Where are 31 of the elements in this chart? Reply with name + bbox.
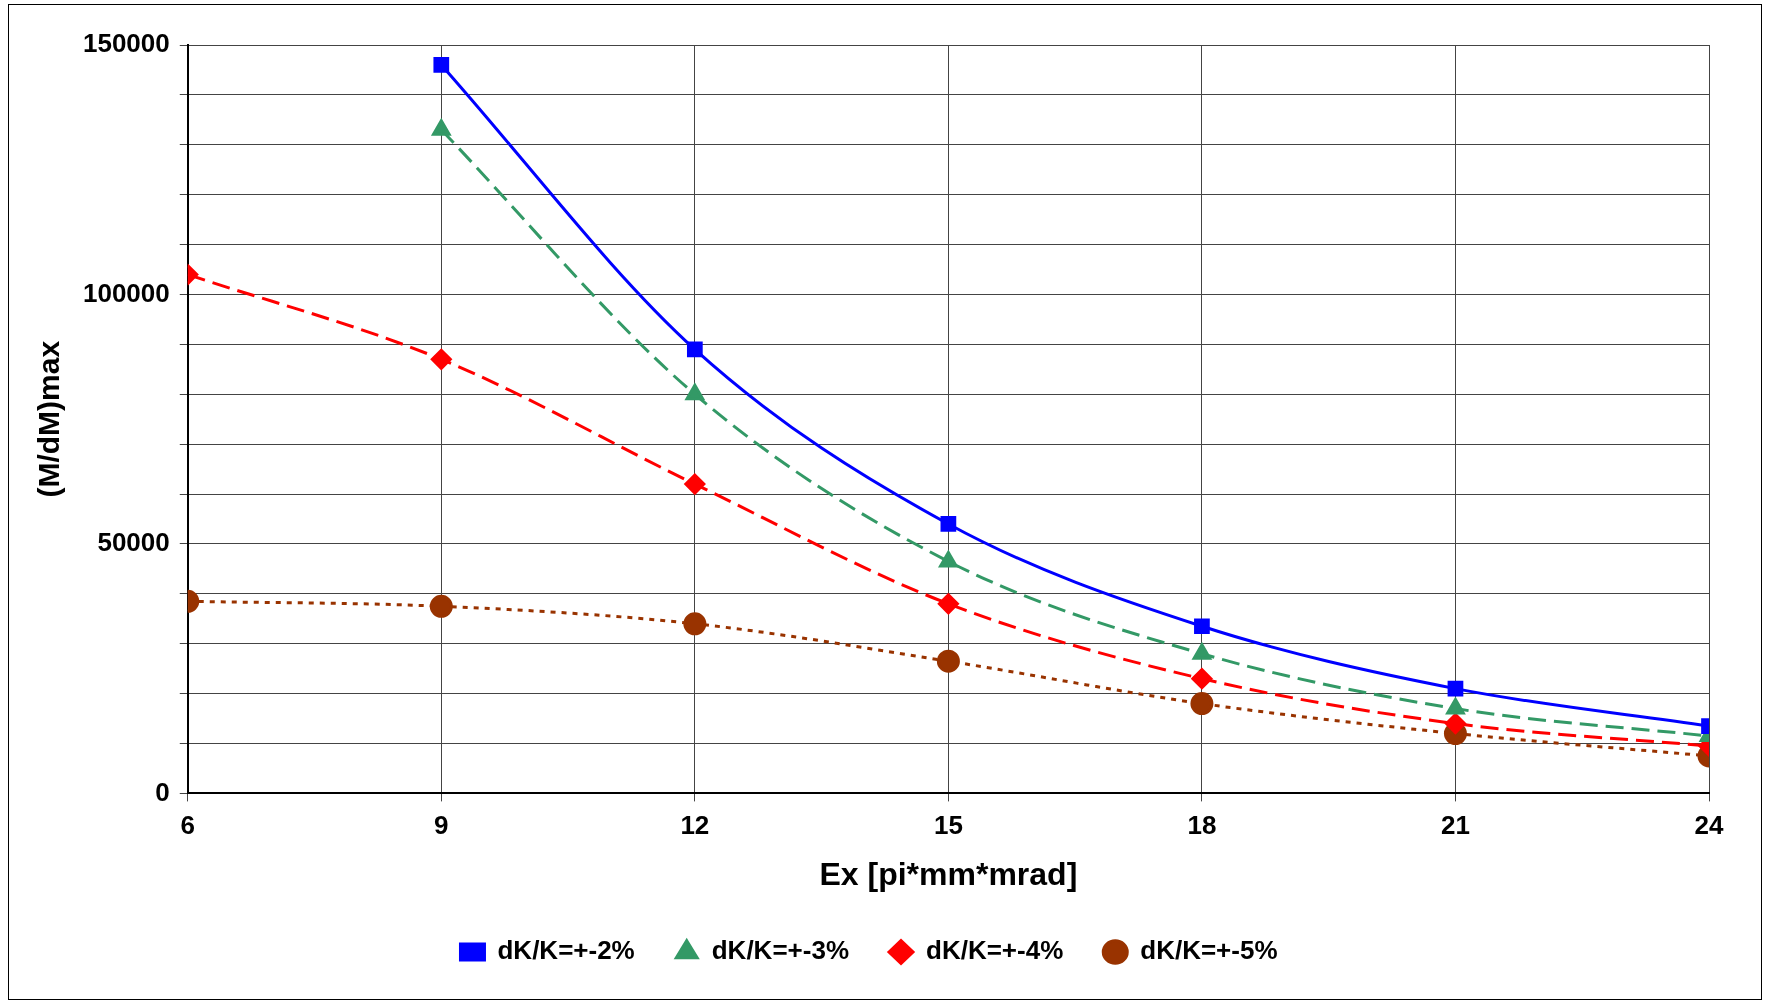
y-tick-label: 50000 bbox=[97, 527, 170, 558]
y-tick-label: 100000 bbox=[82, 277, 170, 308]
point bbox=[683, 612, 707, 636]
y-axis-title: (M/dM)max bbox=[32, 340, 66, 498]
y-tick-label: 0 bbox=[155, 776, 170, 807]
point bbox=[1191, 668, 1213, 690]
point bbox=[430, 348, 452, 370]
legend-label: dK/K=+-3% bbox=[711, 935, 849, 966]
point bbox=[937, 593, 959, 615]
x-tick-label: 21 bbox=[1441, 810, 1470, 841]
y-tick-label: 150000 bbox=[82, 28, 170, 59]
point bbox=[1444, 713, 1466, 735]
point bbox=[686, 341, 703, 358]
point bbox=[1194, 618, 1210, 635]
x-tick-label: 6 bbox=[180, 810, 195, 841]
point bbox=[429, 594, 453, 618]
legend-label: dK/K=+-5% bbox=[1140, 935, 1278, 966]
x-tick-label: 9 bbox=[434, 810, 449, 841]
x-tick-label: 15 bbox=[933, 810, 963, 841]
point bbox=[684, 473, 706, 495]
legend-label: dK/K=+-2% bbox=[497, 935, 635, 966]
legend-label: dK/K=+-4% bbox=[926, 935, 1064, 966]
point bbox=[936, 649, 960, 673]
point bbox=[433, 57, 450, 73]
point bbox=[1190, 692, 1214, 716]
x-tick-label: 12 bbox=[680, 810, 710, 841]
x-axis-title: Ex [pi*mm*mrad] bbox=[819, 855, 1078, 892]
point bbox=[1447, 680, 1464, 697]
x-tick-label: 18 bbox=[1187, 810, 1217, 841]
point bbox=[940, 516, 957, 532]
x-tick-label: 24 bbox=[1694, 810, 1724, 841]
